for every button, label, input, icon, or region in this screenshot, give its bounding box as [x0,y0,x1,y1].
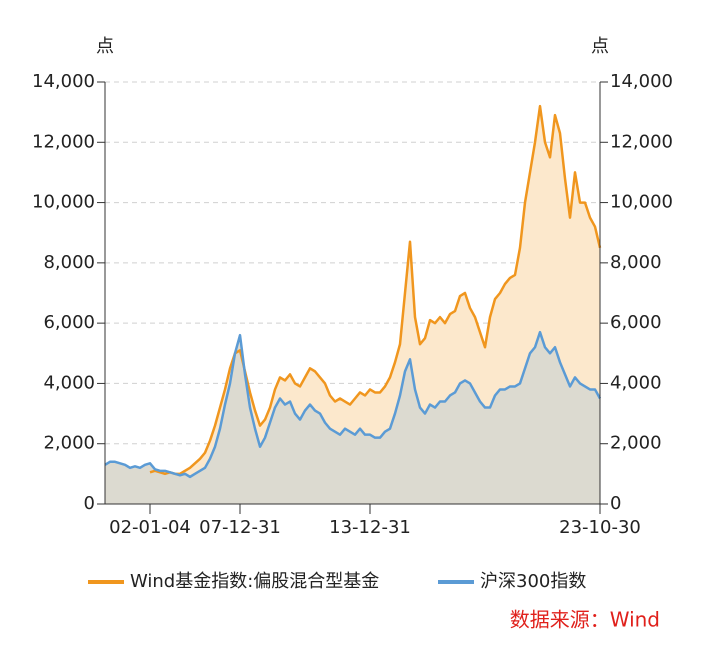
x-tick-label: 13-12-31 [329,517,411,538]
legend-label: Wind基金指数:偏股混合型基金 [130,571,379,592]
y2-tick-label: 10,000 [610,192,673,213]
y-tick-label: 2,000 [43,433,95,454]
y-tick-label: 10,000 [32,192,95,213]
line [149,104,602,476]
line [104,330,602,479]
x-tick-label: 07-12-31 [199,517,281,538]
y2-tick-label: 14,000 [610,71,673,92]
y-tick-label: 14,000 [32,71,95,92]
y-tick-label: 4,000 [43,372,95,393]
y-tick-label: 8,000 [43,252,95,273]
area [150,106,600,504]
y2-tick-label: 12,000 [610,131,673,152]
y-tick-label: 12,000 [32,131,95,152]
y2-tick-label: 8,000 [610,252,662,273]
y2-tick-label: 2,000 [610,433,662,454]
area [105,332,600,504]
y2-axis-label: 点 [591,36,609,57]
y2-tick-label: 6,000 [610,312,662,333]
y-tick-label: 6,000 [43,312,95,333]
y2-tick-label: 0 [610,493,621,514]
x-tick-label: 23-10-30 [559,517,641,538]
legend-label: 沪深300指数 [480,571,586,592]
source-note: 数据来源：Wind [510,608,660,632]
y-axis-label: 点 [96,36,114,57]
y-tick-label: 0 [84,493,95,514]
y2-tick-label: 4,000 [610,372,662,393]
x-tick-label: 02-01-04 [109,517,191,538]
